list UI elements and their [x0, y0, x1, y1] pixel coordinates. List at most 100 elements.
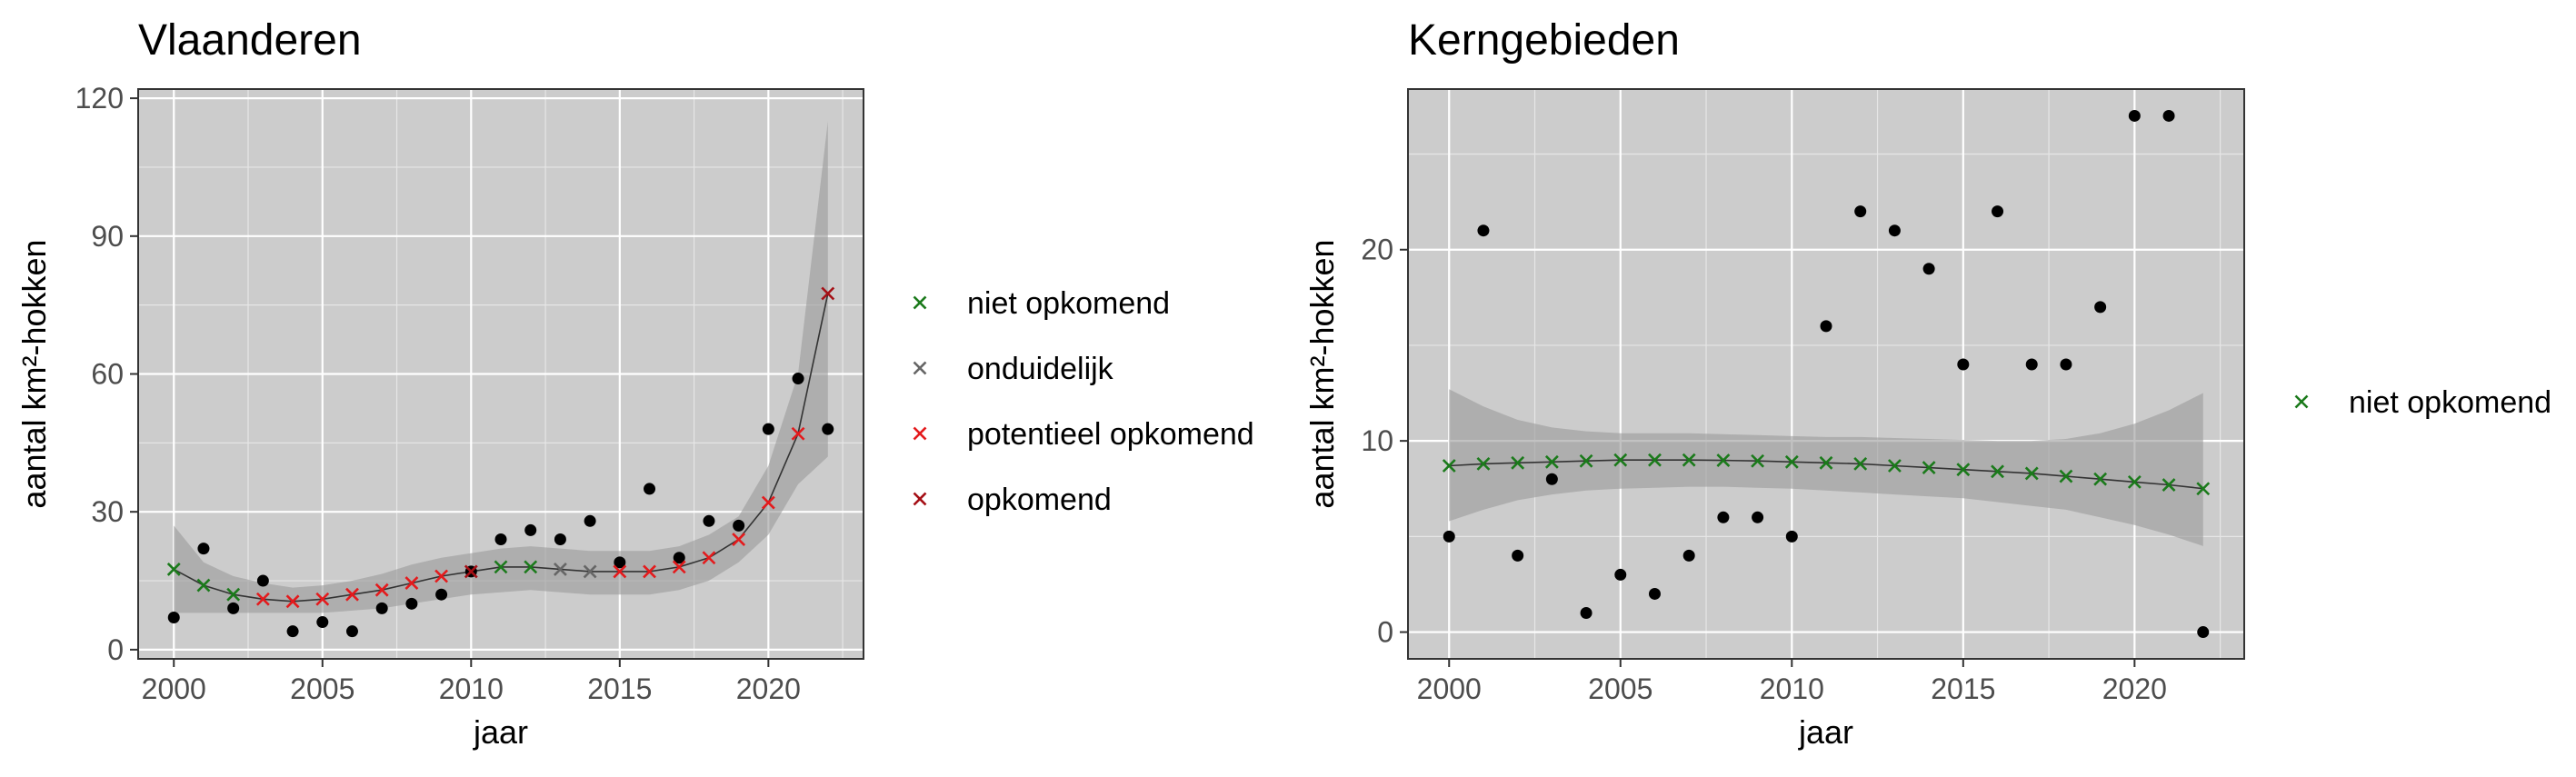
x-tick-label: 2020 — [2102, 672, 2167, 705]
trend-markers — [166, 286, 835, 609]
trend-marker — [1784, 454, 1799, 469]
legend-key — [913, 426, 927, 441]
observed-point — [1648, 587, 1661, 600]
observed-point — [1888, 224, 1901, 237]
legend-key — [913, 361, 927, 375]
observed-point — [1717, 511, 1730, 523]
chart-panel-2: Kerngebieden 2000 2005 2010 2015 2020 0 10 20 jaa… — [1303, 16, 2551, 751]
trend-marker — [2093, 472, 2108, 486]
observed-point — [1443, 530, 1455, 543]
y-axis-title: aantal km²-hokken — [15, 239, 53, 508]
chart-panel-1: Vlaanderen 2000 2005 2010 2015 2020 0 30 60 90 120… — [15, 16, 1254, 751]
legend-key — [913, 295, 927, 310]
observed-point — [1785, 530, 1798, 543]
trend-marker — [1922, 461, 1936, 475]
observed-point — [197, 543, 210, 555]
observed-point — [733, 519, 745, 532]
trend-marker — [1648, 453, 1662, 467]
legend-item: onduidelijk — [913, 352, 1114, 386]
trend-marker — [1887, 459, 1902, 473]
trend-marker — [315, 592, 330, 606]
observed-points — [167, 373, 834, 638]
trend-marker — [1511, 455, 1525, 470]
trend-marker — [1853, 456, 1868, 471]
trend-marker — [2196, 482, 2211, 496]
observed-point — [762, 423, 774, 435]
trend-marker — [1716, 453, 1731, 468]
observed-point — [524, 523, 537, 536]
legend-key — [2294, 394, 2309, 409]
observed-point — [2128, 109, 2141, 122]
trend-marker — [494, 560, 508, 574]
observed-point — [1820, 320, 1832, 333]
trend-marker — [1751, 453, 1765, 468]
y-tick-label: 30 — [91, 495, 124, 528]
trend-marker — [226, 587, 241, 602]
observed-point — [1477, 224, 1490, 237]
trend-marker — [1682, 453, 1696, 467]
observed-point — [792, 373, 804, 385]
y-tick-label: 90 — [91, 220, 124, 253]
trend-marker — [643, 564, 656, 579]
chart-title: Vlaanderen — [138, 16, 362, 65]
x-tick-label: 2005 — [1588, 672, 1652, 705]
observed-point — [405, 597, 418, 610]
trend-marker — [672, 560, 686, 574]
observed-point — [554, 533, 566, 546]
legend-label: niet opkomend — [967, 286, 1170, 321]
observed-point — [1922, 263, 1935, 275]
y-tick-label: 0 — [1377, 616, 1393, 649]
observed-point — [2025, 358, 2038, 371]
trend-marker — [404, 576, 419, 590]
trend-marker — [1956, 463, 1971, 477]
observed-point — [345, 625, 358, 638]
observed-point — [1682, 549, 1695, 562]
trend-marker — [196, 578, 211, 593]
observed-point — [822, 423, 834, 435]
legend-item: niet opkomend — [913, 286, 1170, 321]
trend-marker — [255, 592, 270, 606]
observed-point — [316, 616, 329, 629]
trend-marker — [345, 587, 359, 602]
observed-point — [435, 588, 448, 601]
y-axis-title: aantal km²-hokken — [1303, 239, 1341, 508]
trend-marker — [583, 564, 597, 579]
confidence-band — [1449, 389, 2203, 546]
observed-point — [2060, 358, 2072, 371]
observed-point — [1752, 511, 1764, 523]
x-axis-title: jaar — [473, 713, 528, 751]
observed-point — [644, 483, 656, 495]
legend-item: opkomend — [913, 483, 1112, 517]
grid-lines — [1408, 89, 2244, 659]
observed-point — [2094, 301, 2107, 314]
y-tick-label: 60 — [91, 358, 124, 391]
trend-marker — [524, 560, 538, 574]
axes: 2000 2005 2010 2015 2020 0 30 60 90 120 — [75, 82, 801, 705]
x-tick-label: 2005 — [290, 672, 354, 705]
y-tick-label: 0 — [107, 633, 124, 666]
observed-points — [1443, 109, 2210, 639]
trend-marker — [2127, 474, 2142, 489]
trend-marker — [702, 551, 716, 565]
trend-marker — [613, 564, 627, 579]
observed-point — [2197, 626, 2210, 639]
x-tick-label: 2020 — [736, 672, 801, 705]
trend-marker — [1579, 453, 1593, 468]
observed-point — [375, 602, 388, 614]
x-tick-label: 2015 — [1931, 672, 1995, 705]
trend-marker — [553, 562, 567, 576]
trend-marker — [2059, 469, 2073, 483]
observed-point — [1957, 358, 1970, 371]
observed-point — [256, 574, 269, 587]
trend-marker — [732, 533, 746, 546]
legend-item: niet opkomend — [2294, 385, 2551, 420]
trend-marker — [434, 569, 449, 583]
plot-background — [1408, 89, 2244, 659]
observed-point — [614, 556, 626, 569]
observed-point — [1614, 568, 1627, 581]
trend-marker — [791, 426, 805, 441]
trend-marker — [1819, 455, 1833, 470]
legend-item: potentieel opkomend — [913, 417, 1254, 452]
legend-label: potentieel opkomend — [967, 417, 1254, 452]
observed-point — [673, 552, 685, 564]
